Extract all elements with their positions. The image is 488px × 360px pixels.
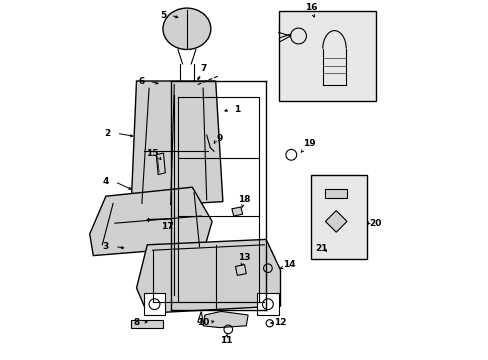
Bar — [325, 189, 346, 198]
Polygon shape — [143, 293, 165, 315]
Polygon shape — [325, 211, 346, 232]
Text: 4: 4 — [102, 177, 109, 186]
Text: 2: 2 — [104, 129, 111, 138]
Text: 6: 6 — [139, 77, 145, 85]
Polygon shape — [131, 81, 223, 207]
Polygon shape — [203, 311, 247, 328]
Text: 10: 10 — [197, 318, 209, 327]
Bar — [131, 320, 163, 328]
Polygon shape — [136, 239, 280, 313]
Polygon shape — [156, 153, 165, 175]
Text: 3: 3 — [102, 242, 109, 251]
Text: 18: 18 — [238, 195, 250, 204]
Polygon shape — [257, 293, 278, 315]
Text: 9: 9 — [216, 134, 222, 143]
Text: 14: 14 — [283, 260, 295, 269]
Text: 15: 15 — [146, 148, 159, 158]
Text: 7: 7 — [200, 64, 206, 73]
Text: 19: 19 — [303, 139, 315, 148]
Polygon shape — [89, 187, 212, 256]
Text: 1: 1 — [234, 105, 240, 114]
Bar — [310, 175, 366, 259]
Text: 5: 5 — [160, 10, 166, 19]
Ellipse shape — [163, 8, 210, 49]
Text: 13: 13 — [238, 253, 250, 262]
Text: 16: 16 — [304, 3, 317, 12]
Bar — [278, 11, 375, 101]
Text: 8: 8 — [133, 318, 140, 327]
Polygon shape — [235, 265, 246, 275]
Text: 20: 20 — [369, 219, 381, 228]
Text: 11: 11 — [220, 336, 232, 345]
Text: 21: 21 — [315, 244, 327, 253]
Polygon shape — [231, 207, 242, 216]
Text: 12: 12 — [274, 318, 286, 327]
Text: 17: 17 — [161, 222, 173, 231]
